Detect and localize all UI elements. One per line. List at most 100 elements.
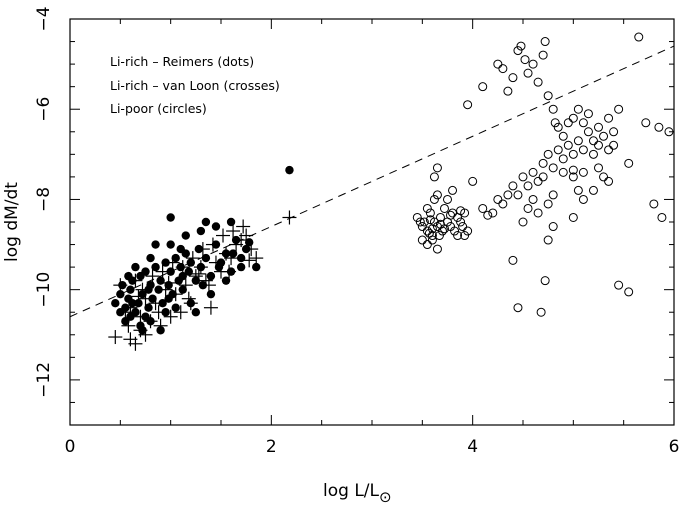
x-tick-label: 6 [669, 437, 680, 457]
dot-point [201, 253, 211, 263]
dot-point [158, 299, 167, 308]
circle-point [563, 140, 573, 150]
dot-point [196, 226, 206, 236]
dot-point [178, 271, 187, 281]
y-tick-label: −4 [34, 6, 54, 31]
cross-point [242, 253, 257, 268]
circle-point [548, 104, 558, 114]
cross-point [108, 330, 123, 345]
dot-point [226, 217, 236, 227]
dot-point [236, 253, 246, 263]
dot-point [285, 165, 294, 175]
cross-point [145, 269, 160, 284]
circle-point [543, 235, 553, 245]
circle-point [578, 145, 588, 155]
circle-point [518, 172, 528, 182]
circle-point [425, 208, 435, 218]
circle-point [435, 212, 445, 222]
circle-point [523, 68, 533, 78]
cross-point [236, 219, 251, 234]
dot-point [166, 240, 175, 249]
circle-point [528, 167, 538, 177]
dot-point [184, 267, 193, 276]
dot-point [148, 294, 157, 303]
cross-point [143, 314, 158, 329]
circle-point [513, 190, 523, 200]
circle-point [456, 206, 466, 216]
circle-point [478, 203, 488, 213]
circle-point [456, 217, 466, 227]
circle-point [439, 224, 449, 234]
circle-point [599, 131, 609, 141]
dot-point [161, 258, 170, 267]
cross-point [222, 264, 237, 279]
axis-tick-labels: 0 2 4 6 −12 −10 −8 −6 −4 [34, 6, 679, 457]
circle-point [460, 231, 470, 241]
x-tick-label: 4 [467, 437, 478, 457]
cross-point [138, 327, 153, 342]
circle-point [434, 231, 444, 241]
circle-point [432, 244, 442, 254]
circle-point [594, 140, 603, 150]
cross-point [148, 296, 163, 311]
circle-point [609, 127, 619, 137]
circle-point [463, 226, 473, 236]
cross-point [203, 300, 218, 315]
circle-point [424, 228, 434, 238]
dot-point [211, 222, 221, 231]
circle-point [604, 145, 614, 155]
circle-point [573, 104, 583, 114]
cross-point [161, 275, 176, 290]
circle-point [641, 118, 651, 128]
circle-point [588, 149, 598, 159]
circle-point [657, 212, 667, 222]
circle-point [543, 91, 553, 101]
dot-point [171, 303, 180, 312]
circle-point [425, 215, 435, 225]
circle-point [548, 222, 558, 232]
circle-point [432, 163, 442, 173]
dot-point [161, 308, 170, 317]
circle-point [614, 104, 624, 114]
circle-point [443, 194, 452, 204]
y-axis-label: log dM/dt [2, 182, 22, 262]
legend-entry-crosses: Li-rich – van Loon (crosses) [110, 78, 280, 93]
dot-point [128, 299, 137, 308]
circle-point [609, 140, 619, 150]
circle-point [599, 172, 609, 182]
legend-entry-circles: Li-poor (circles) [110, 101, 207, 116]
dot-point [126, 285, 135, 294]
circle-point [538, 172, 548, 182]
circle-point [649, 199, 659, 209]
circle-point [448, 208, 458, 218]
dot-point [201, 217, 211, 227]
cross-point [153, 318, 168, 333]
circle-point [493, 59, 503, 69]
circle-point [624, 287, 634, 297]
x-axis-label: log L/L⊙ [323, 481, 392, 506]
dot-point [186, 258, 195, 267]
circle-point [503, 190, 513, 200]
cross-point [195, 242, 210, 257]
circle-point [427, 224, 437, 234]
cross-point [226, 224, 241, 239]
cross-point [128, 273, 143, 288]
dot-point [156, 276, 165, 285]
circle-point [429, 194, 439, 204]
circle-point [568, 149, 578, 159]
cross-point [282, 210, 297, 225]
circle-point [488, 208, 498, 218]
circle-point [536, 307, 546, 317]
circle-point [450, 226, 460, 236]
cross-point [185, 251, 200, 266]
dot-point [181, 231, 190, 240]
circle-point [446, 210, 456, 220]
circle-point [415, 217, 425, 227]
circle-point [568, 172, 578, 182]
cross-point [178, 278, 193, 293]
dot-point [154, 285, 163, 294]
cross-point [135, 282, 150, 297]
circle-point [573, 185, 583, 195]
cross-point [181, 291, 196, 306]
